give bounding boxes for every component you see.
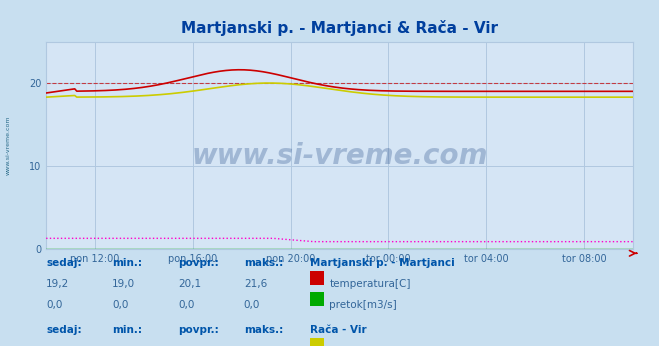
Text: www.si-vreme.com: www.si-vreme.com (191, 142, 488, 170)
Text: temperatura[C]: temperatura[C] (330, 279, 411, 289)
Text: www.si-vreme.com: www.si-vreme.com (5, 116, 11, 175)
Text: min.:: min.: (112, 325, 142, 335)
Title: Martjanski p. - Martjanci & Rača - Vir: Martjanski p. - Martjanci & Rača - Vir (181, 20, 498, 36)
Text: povpr.:: povpr.: (178, 325, 219, 335)
Text: 19,2: 19,2 (46, 279, 69, 289)
Text: 21,6: 21,6 (244, 279, 267, 289)
Text: sedaj:: sedaj: (46, 258, 82, 268)
Text: pretok[m3/s]: pretok[m3/s] (330, 300, 397, 310)
Text: povpr.:: povpr.: (178, 258, 219, 268)
Text: min.:: min.: (112, 258, 142, 268)
Text: 0,0: 0,0 (112, 300, 129, 310)
Text: maks.:: maks.: (244, 325, 283, 335)
Text: sedaj:: sedaj: (46, 325, 82, 335)
Text: 0,0: 0,0 (244, 300, 260, 310)
Text: 19,0: 19,0 (112, 279, 135, 289)
Text: Martjanski p. - Martjanci: Martjanski p. - Martjanci (310, 258, 455, 268)
Text: 20,1: 20,1 (178, 279, 201, 289)
Text: Rača - Vir: Rača - Vir (310, 325, 366, 335)
Text: maks.:: maks.: (244, 258, 283, 268)
Text: 0,0: 0,0 (178, 300, 194, 310)
Text: 0,0: 0,0 (46, 300, 63, 310)
